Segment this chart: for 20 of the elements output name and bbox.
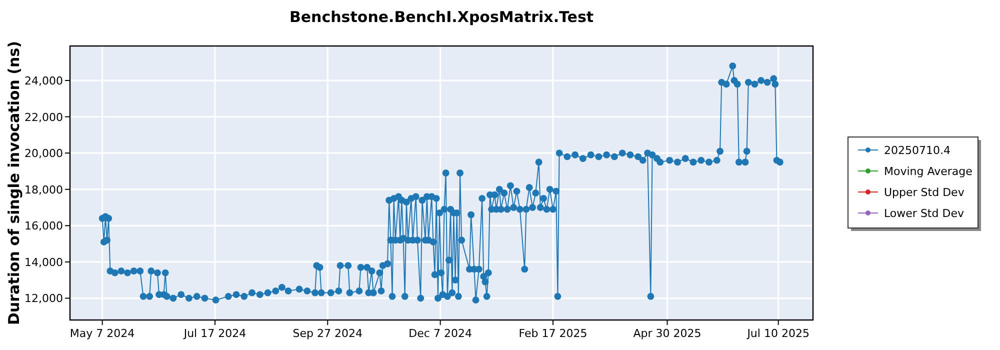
legend-label: 20250710.4 xyxy=(884,144,950,157)
legend-label: Upper Std Dev xyxy=(884,186,965,199)
y-tick-label: 12,000 xyxy=(24,292,63,306)
y-tick-label: 16,000 xyxy=(24,220,63,233)
x-tick-label: Jul 17 2024 xyxy=(182,327,246,340)
x-tick-label: Apr 30 2025 xyxy=(633,327,702,340)
y-tick-label: 24,000 xyxy=(24,74,63,88)
chart-title: Benchstone.BenchI.XposMatrix.Test xyxy=(289,8,594,26)
x-tick-label: Jul 10 2025 xyxy=(746,327,810,340)
x-tick-label: Dec 7 2024 xyxy=(408,327,472,340)
legend-label: Lower Std Dev xyxy=(884,207,964,220)
x-tick-label: Feb 17 2025 xyxy=(518,327,588,340)
y-tick-label: 22,000 xyxy=(24,110,63,124)
y-tick-label: 18,000 xyxy=(24,183,63,196)
x-tick-label: May 7 2024 xyxy=(70,327,135,340)
x-tick-label: Sep 27 2024 xyxy=(292,327,363,340)
legend-label: Moving Average xyxy=(884,165,973,178)
y-tick-label: 14,000 xyxy=(24,256,63,269)
y-axis-title: Duration of single invocation (ns) xyxy=(5,41,23,325)
y-tick-label: 20,000 xyxy=(24,147,63,160)
